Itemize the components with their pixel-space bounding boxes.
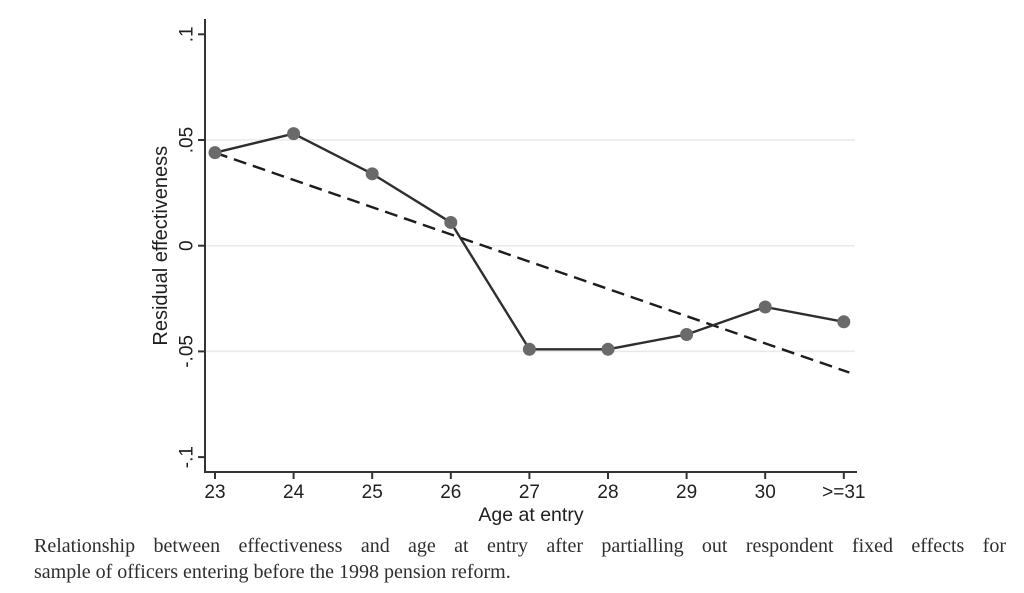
x-tick-label: 23 xyxy=(204,482,225,503)
x-tick-label: 29 xyxy=(676,482,697,503)
caption-line: sample of officers entering before the 1… xyxy=(34,561,511,583)
y-tick-label: .05 xyxy=(177,127,198,153)
data-point-marker xyxy=(208,146,222,160)
data-point-marker xyxy=(444,215,458,229)
data-point-marker xyxy=(365,167,379,181)
y-axis-title: Residual effectiveness xyxy=(150,146,172,346)
x-tick-label: 25 xyxy=(362,482,383,503)
trend-line xyxy=(214,151,850,374)
y-tick-label: .1 xyxy=(177,26,198,42)
data-point-marker xyxy=(287,127,301,141)
x-tick-label: 26 xyxy=(440,482,461,503)
data-point-marker xyxy=(522,342,536,356)
y-tick-label: -.05 xyxy=(177,335,198,368)
x-tick-label: 24 xyxy=(283,482,305,503)
data-point-marker xyxy=(758,300,772,314)
chart-area: .1 .05 0 -.05 -.1 23 24 25 26 27 28 29 30 >=31 Age at … xyxy=(150,19,865,526)
x-axis-title: Age at entry xyxy=(478,504,583,526)
x-tick-label: 28 xyxy=(597,482,618,503)
x-tick-label: >=31 xyxy=(822,482,865,503)
y-tick-label: -.1 xyxy=(177,446,198,468)
chart-svg: .1 .05 0 -.05 -.1 23 24 25 26 27 28 29 30 >=31 Age at … xyxy=(150,19,865,526)
data-point-marker xyxy=(837,315,851,329)
figure-caption: Relationship between effectiveness and a… xyxy=(34,533,1006,585)
data-point-marker xyxy=(680,327,694,341)
x-tick-label: 27 xyxy=(519,482,540,503)
series-line xyxy=(214,132,845,351)
data-point-marker xyxy=(601,342,615,356)
y-tick-label: 0 xyxy=(177,240,198,251)
caption-line: Relationship between effectiveness and a… xyxy=(34,535,1006,557)
x-tick-label: 30 xyxy=(755,482,776,503)
